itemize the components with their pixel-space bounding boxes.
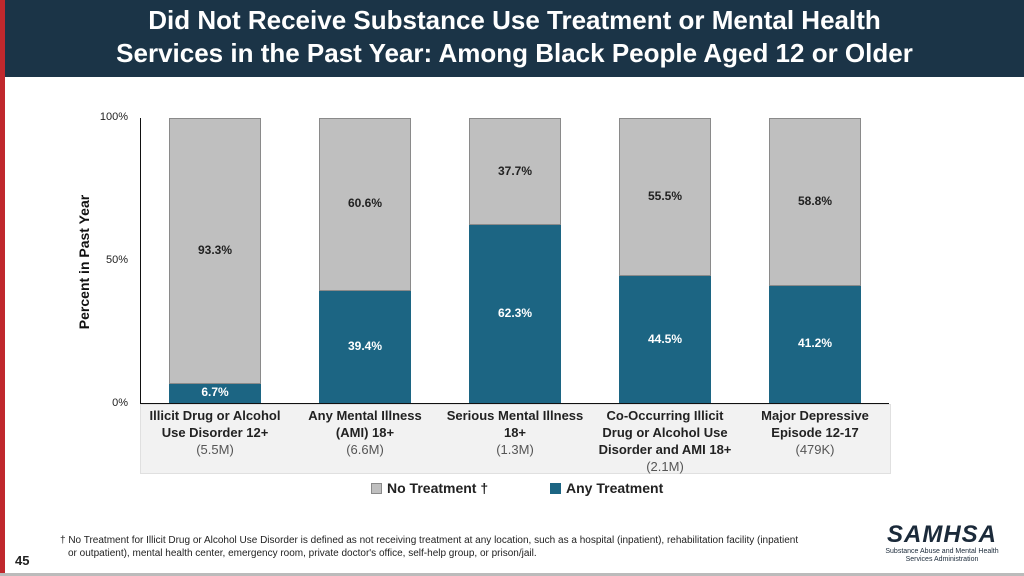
category-label-line: Disorder and AMI 18+ [598, 442, 732, 457]
x-tick-label-co-occurring-illicit-drug-or-alcohol-use-disorder-and-ami-18: Co-Occurring Illicit Drug or Alcohol Use D… [590, 407, 740, 475]
x-tick-label-illicit-drug-or-alcohol-use-disorder-12: Illicit Drug or Alcohol Use Disorder 12+ (… [140, 407, 290, 458]
bar-segment-any-treatment [469, 225, 561, 403]
y-axis-line [140, 118, 141, 404]
y-tick-0: 0% [112, 397, 128, 409]
legend-swatch-any-treatment [550, 482, 561, 494]
logo-subtitle-2: Services Administration [905, 556, 979, 563]
footnote-line-1: † No Treatment for Illicit Drug or Alcoh… [60, 535, 799, 546]
category-count: (2.1M) [646, 459, 684, 474]
category-label-panel [140, 404, 891, 474]
bar-segment-no-treatment [319, 118, 411, 291]
accent-stripe [0, 0, 5, 576]
bar-segment-no-treatment [169, 118, 261, 384]
x-tick-label-serious-mental-illness-18: Serious Mental Illness 18+ (1.3M) [440, 407, 590, 458]
legend-item-no-treatment: No Treatment † [371, 480, 488, 496]
legend-label-any-treatment: Any Treatment [566, 480, 664, 496]
category-count: (6.6M) [346, 442, 384, 457]
footnote-line-2: or outpatient), mental health center, em… [68, 548, 537, 559]
category-label-line: Serious Mental Illness [446, 408, 584, 423]
data-label-no-treatment: 37.7% [497, 163, 533, 178]
footer-rule [0, 573, 1024, 576]
footnote: † No Treatment for Illicit Drug or Alcoh… [60, 534, 860, 560]
x-axis-line [140, 403, 889, 404]
data-label-no-treatment: 60.6% [347, 196, 383, 211]
slide-title: Did Not Receive Substance Use Treatment … [5, 4, 1024, 70]
bar-segment-no-treatment [769, 118, 861, 286]
category-label-line: Major Depressive [761, 408, 869, 423]
legend-item-any-treatment: Any Treatment [550, 480, 663, 496]
category-count: (1.3M) [496, 442, 534, 457]
x-tick-label-major-depressive-episode-12-17: Major Depressive Episode 12-17 (479K) [740, 407, 890, 458]
y-tick-50: 50% [105, 254, 128, 266]
category-label-line: Any Mental Illness [308, 408, 422, 423]
category-label-line: Use Disorder 12+ [161, 425, 269, 440]
bar-segment-any-treatment [319, 290, 411, 403]
logo-subtitle-1: Substance Abuse and Mental Health [885, 548, 999, 555]
category-label-line: Co-Occurring Illicit [606, 408, 724, 423]
category-count: (5.5M) [196, 442, 234, 457]
title-banner: Did Not Receive Substance Use Treatment … [5, 0, 1024, 77]
bar-segment-any-treatment [769, 285, 861, 403]
y-axis-label: Percent in Past Year [76, 194, 92, 330]
samhsa-logo: SAMHSA Substance Abuse and Mental Health… [882, 522, 1002, 564]
category-label-line: 18+ [503, 425, 527, 440]
category-label-line: Illicit Drug or Alcohol [149, 408, 281, 423]
data-label-no-treatment: 55.5% [647, 189, 683, 204]
bar-segment-no-treatment [619, 118, 711, 277]
bar-segment-no-treatment [469, 118, 561, 226]
category-label-line: Drug or Alcohol Use [602, 425, 728, 440]
category-count: (479K) [795, 442, 835, 457]
data-label-any-treatment: 44.5% [647, 331, 683, 346]
bar-segment-any-treatment [169, 383, 261, 403]
data-label-no-treatment: 93.3% [197, 242, 233, 257]
category-label-line: Episode 12-17 [771, 425, 859, 440]
data-label-any-treatment: 6.7% [201, 385, 229, 400]
data-label-any-treatment: 41.2% [797, 336, 833, 351]
slide-number: 45 [15, 553, 30, 568]
data-label-any-treatment: 62.3% [497, 306, 533, 321]
y-tick-100: 100% [99, 111, 128, 123]
x-tick-label-any-mental-illness-ami-18: Any Mental Illness (AMI) 18+ (6.6M) [290, 407, 440, 458]
title-line-1: Did Not Receive Substance Use Treatment … [148, 5, 881, 35]
bar-segment-any-treatment [619, 276, 711, 403]
data-label-any-treatment: 39.4% [347, 338, 383, 353]
category-label-line: (AMI) 18+ [335, 425, 395, 440]
data-label-no-treatment: 58.8% [797, 193, 833, 208]
legend-label-no-treatment: No Treatment † [387, 480, 489, 496]
legend-swatch-no-treatment [371, 482, 382, 494]
title-line-2: Services in the Past Year: Among Black P… [116, 38, 913, 68]
logo-wordmark: SAMHSA [886, 521, 997, 548]
